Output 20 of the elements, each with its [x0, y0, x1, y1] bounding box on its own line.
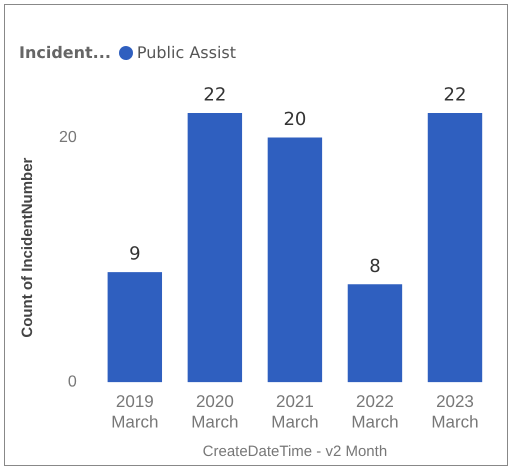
bar — [428, 113, 482, 382]
bar — [348, 284, 402, 382]
bar — [268, 137, 322, 382]
x-tick-label: 2019 March — [111, 392, 158, 432]
data-label: 22 — [444, 84, 466, 106]
data-label: 22 — [203, 84, 226, 106]
legend-title: Incident... — [19, 43, 111, 62]
x-axis-title: CreateDateTime - v2 Month — [202, 443, 388, 460]
x-tick-label: 2021 March — [271, 392, 319, 432]
y-tick-label: 0 — [68, 374, 77, 391]
y-axis-title: Count of IncidentNumber — [19, 157, 36, 338]
x-tick-label: 2022 March — [351, 392, 399, 432]
x-tick-label: 2023 March — [431, 392, 479, 432]
bar — [108, 272, 162, 382]
legend-label: Public Assist — [136, 43, 236, 62]
data-label: 20 — [283, 109, 306, 130]
bar — [188, 113, 242, 382]
data-label: 9 — [129, 244, 141, 265]
x-tick-label: 2020 March — [191, 392, 238, 432]
data-label: 8 — [369, 256, 381, 277]
